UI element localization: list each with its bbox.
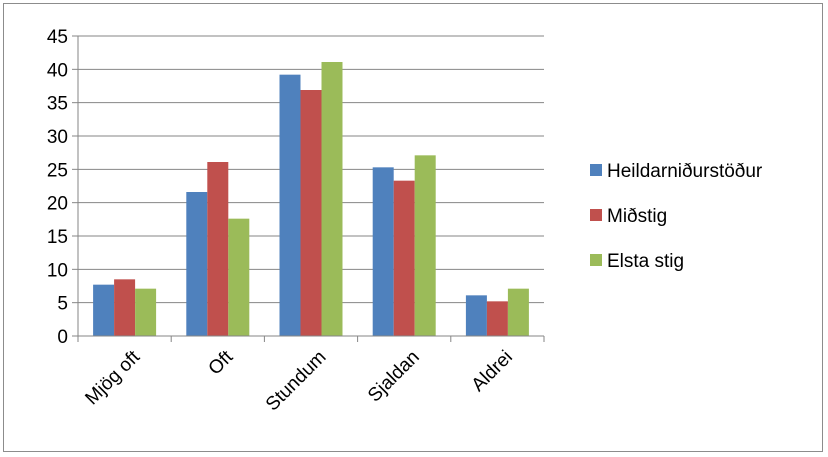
bar-4-1	[486, 301, 508, 336]
y-tick-label: 25	[47, 160, 68, 181]
bar-4-2	[507, 288, 529, 336]
y-tick-label: 5	[57, 294, 68, 315]
x-tick-label: Aldrei	[468, 347, 517, 396]
bar-1-2	[228, 218, 250, 336]
legend-swatch	[590, 254, 602, 266]
bar-0-2	[135, 288, 157, 336]
y-axis-ticks: 0 5 10 15 20 25 30 35 40 45	[47, 27, 68, 348]
y-tick-label: 40	[47, 60, 68, 81]
legend-swatch	[590, 209, 602, 221]
y-tick-label: 30	[47, 127, 68, 148]
y-tick-label: 20	[47, 194, 68, 215]
y-tick-label: 0	[57, 327, 68, 348]
y-tick-label: 35	[47, 94, 68, 115]
x-tick-label: Sjaldan	[364, 347, 424, 407]
bar-3-0	[372, 167, 394, 336]
legend: Heildarniðurstöður Miðstig Elsta stig	[590, 161, 763, 272]
bar-2-2	[321, 62, 343, 336]
y-tick-label: 15	[47, 227, 68, 248]
x-tick-label: Oft	[205, 346, 238, 379]
bar-0-1	[114, 279, 136, 336]
legend-swatch	[590, 164, 602, 176]
bar-0-0	[93, 284, 115, 336]
x-tick-label: Stundum	[262, 347, 331, 416]
legend-label: Miðstig	[607, 206, 667, 227]
bar-4-0	[465, 295, 487, 336]
bar-1-0	[186, 192, 208, 336]
x-tick-label: Mjög oft	[81, 346, 144, 409]
x-axis-ticks: Mjög oft Oft Stundum Sjaldan Aldrei	[81, 346, 516, 415]
y-tick-label: 10	[47, 260, 68, 281]
bar-3-2	[414, 155, 436, 336]
legend-label: Elsta stig	[607, 251, 684, 272]
bar-3-1	[393, 180, 415, 336]
bars	[93, 62, 529, 337]
bar-2-1	[300, 90, 322, 336]
bar-2-0	[279, 74, 301, 337]
legend-label: Heildarniðurstöður	[607, 161, 763, 182]
axes	[72, 35, 545, 342]
bar-1-1	[207, 162, 229, 336]
y-tick-label: 45	[47, 27, 68, 48]
